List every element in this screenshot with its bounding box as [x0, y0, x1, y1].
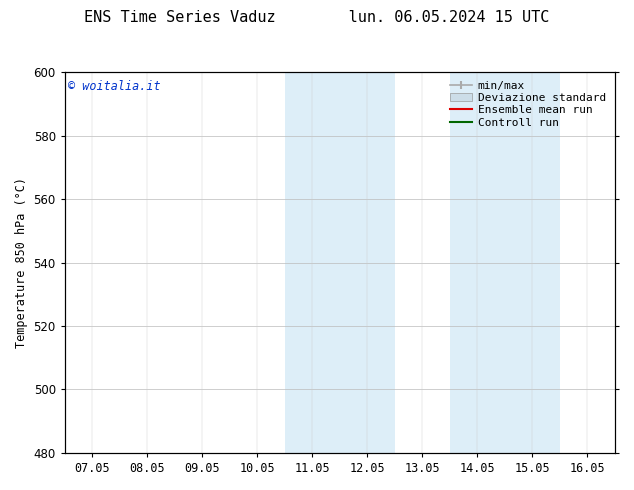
Bar: [285, 72, 340, 453]
Text: ENS Time Series Vaduz        lun. 06.05.2024 15 UTC: ENS Time Series Vaduz lun. 06.05.2024 15…: [84, 10, 550, 25]
Bar: [450, 72, 505, 453]
Y-axis label: Temperature 850 hPa (°C): Temperature 850 hPa (°C): [15, 177, 28, 348]
Bar: [505, 72, 560, 453]
Text: © woitalia.it: © woitalia.it: [68, 80, 160, 93]
Legend: min/max, Deviazione standard, Ensemble mean run, Controll run: min/max, Deviazione standard, Ensemble m…: [446, 77, 609, 131]
Bar: [340, 72, 395, 453]
